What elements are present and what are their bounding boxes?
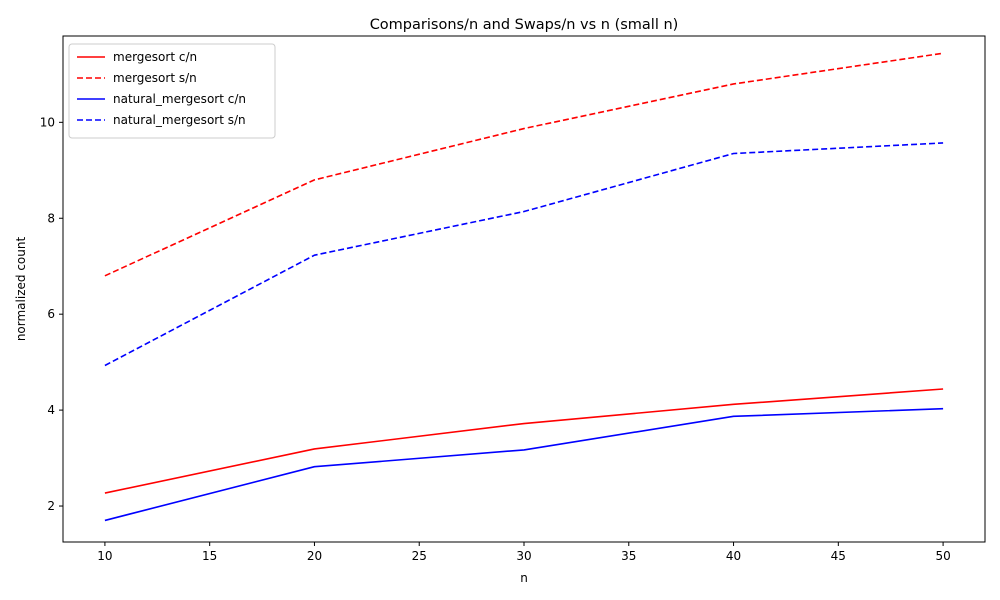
x-tick-label: 10 [97, 549, 112, 563]
legend-box [68, 43, 276, 139]
x-axis: 10 15 20 25 30 35 40 45 50 [97, 542, 951, 563]
legend: mergesort c/n mergesort s/n natural_merges… [68, 43, 276, 139]
y-tick-label: 2 [47, 499, 55, 513]
x-tick-label: 35 [621, 549, 636, 563]
x-tick-label: 45 [831, 549, 846, 563]
series-line-3 [104, 407, 944, 522]
y-tick-label: 10 [40, 115, 55, 129]
x-tick-label: 15 [202, 549, 217, 563]
legend-label: natural_mergesort s/n [113, 113, 246, 127]
y-axis-label: normalized count [14, 237, 28, 342]
series-layer [104, 52, 944, 522]
series-line-1 [104, 388, 944, 494]
x-tick-label: 25 [412, 549, 427, 563]
y-tick-label: 8 [47, 211, 55, 225]
legend-label: natural_mergesort c/n [113, 92, 246, 106]
series-line-2 [104, 52, 944, 277]
x-tick-label: 20 [307, 549, 322, 563]
y-tick-label: 6 [47, 307, 55, 321]
x-axis-label: n [520, 571, 528, 585]
x-tick-label: 50 [935, 549, 950, 563]
chart-title: Comparisons/n and Swaps/n vs n (small n) [370, 17, 679, 33]
y-tick-label: 4 [47, 403, 55, 417]
series-line-4 [104, 142, 944, 367]
legend-label: mergesort s/n [113, 71, 197, 85]
y-axis: 2 4 6 8 10 [40, 115, 63, 513]
legend-label: mergesort c/n [113, 50, 197, 64]
x-tick-label: 30 [516, 549, 531, 563]
x-tick-label: 40 [726, 549, 741, 563]
